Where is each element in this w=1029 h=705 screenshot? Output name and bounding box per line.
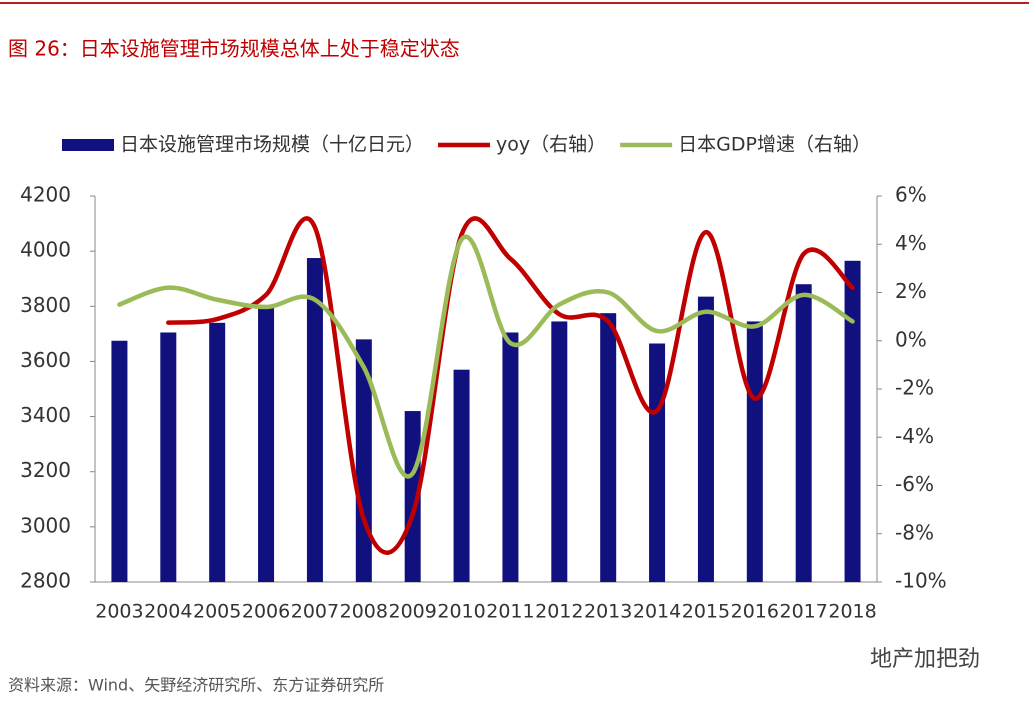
legend-swatch	[62, 139, 114, 151]
y2-tick-label: -2%	[895, 376, 934, 400]
y2-tick-label: 0%	[895, 327, 927, 351]
legend-label: yoy（右轴）	[496, 134, 606, 156]
x-tick-label: 2013	[584, 601, 632, 623]
y-tick-label: 3600	[20, 348, 71, 372]
y2-tick-label: -4%	[895, 424, 934, 448]
y2-tick-label: 2%	[895, 279, 927, 303]
bar	[600, 313, 617, 582]
y-tick-label: 3800	[20, 293, 71, 317]
y-tick-label: 4000	[20, 238, 71, 262]
x-tick-label: 2009	[389, 601, 437, 623]
x-tick-label: 2016	[731, 601, 779, 623]
y2-tick-label: 4%	[895, 231, 927, 255]
bar	[795, 284, 812, 582]
bar	[746, 321, 763, 582]
chart-title: 图 26：日本设施管理市场规模总体上处于稳定状态	[8, 37, 460, 61]
x-tick-label: 2006	[242, 601, 290, 623]
bar	[697, 296, 714, 582]
y2-tick-label: -10%	[895, 569, 947, 593]
x-tick-label: 2017	[780, 601, 828, 623]
bar	[404, 411, 421, 582]
bar	[209, 322, 226, 582]
x-tick-label: 2018	[828, 601, 876, 623]
bar	[551, 321, 568, 582]
line-series	[117, 234, 855, 479]
x-tick-label: 2014	[633, 601, 681, 623]
bar	[502, 332, 519, 582]
x-tick-label: 2005	[193, 601, 241, 623]
bar	[111, 340, 128, 582]
bar	[355, 339, 372, 582]
watermark: 地产加把劲	[870, 647, 980, 672]
legend-label: 日本GDP增速（右轴）	[678, 134, 871, 156]
bar	[160, 332, 177, 582]
bar	[844, 260, 861, 582]
y-tick-label: 3000	[20, 513, 71, 537]
x-tick-label: 2003	[95, 601, 143, 623]
line-series	[166, 216, 855, 555]
x-tick-label: 2012	[535, 601, 583, 623]
y2-tick-label: -8%	[895, 520, 934, 544]
x-tick-label: 2010	[437, 601, 485, 623]
legend-label: 日本设施管理市场规模（十亿日元）	[120, 134, 424, 156]
bar	[649, 343, 666, 582]
y2-tick-label: 6%	[895, 183, 927, 207]
y-tick-label: 3200	[20, 458, 71, 482]
x-tick-label: 2015	[682, 601, 730, 623]
bar	[306, 258, 323, 582]
x-tick-label: 2008	[340, 601, 388, 623]
x-tick-label: 2011	[486, 601, 534, 623]
y-tick-label: 4200	[20, 183, 71, 207]
y-tick-label: 3400	[20, 403, 71, 427]
bar	[453, 369, 470, 582]
y2-tick-label: -6%	[895, 472, 934, 496]
x-tick-label: 2004	[144, 601, 192, 623]
y-tick-label: 2800	[20, 569, 71, 593]
bar	[258, 306, 275, 582]
x-tick-label: 2007	[291, 601, 339, 623]
source-note: 资料来源：Wind、矢野经济研究所、东方证券研究所	[8, 676, 384, 695]
